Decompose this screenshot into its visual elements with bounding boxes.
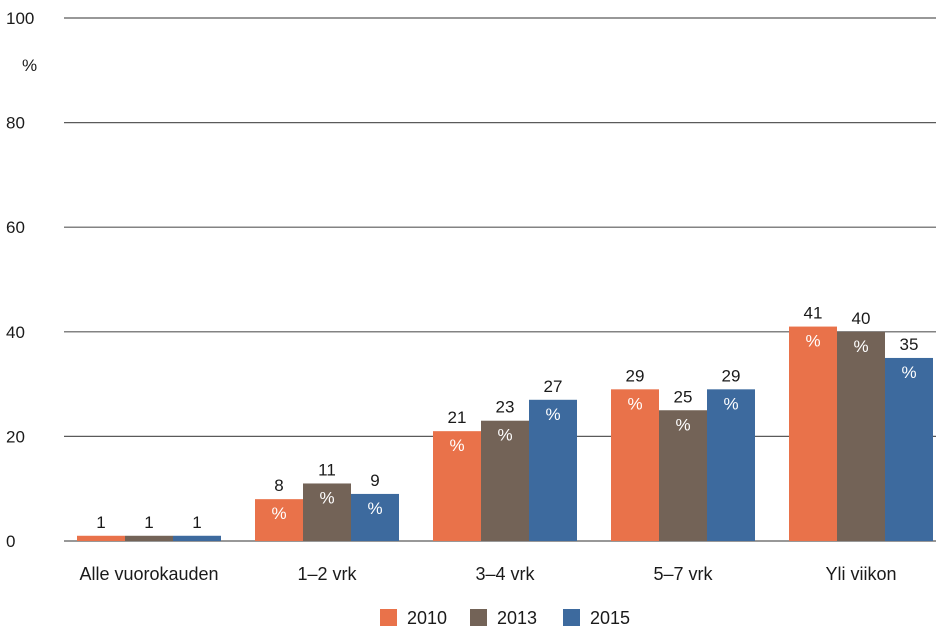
bar-percent-label: %	[271, 504, 286, 523]
bar-percent-label: %	[367, 499, 382, 518]
bar	[837, 331, 885, 541]
bar-value-label: 40	[852, 309, 871, 328]
bar	[481, 420, 529, 541]
y-tick-label: 20	[6, 427, 25, 446]
bar	[433, 431, 481, 541]
bar	[707, 389, 755, 541]
legend-label: 2010	[407, 608, 447, 628]
bar-value-label: 1	[192, 513, 201, 532]
bar-value-label: 8	[274, 476, 283, 495]
bar-value-label: 25	[674, 387, 693, 406]
bar-value-label: 11	[318, 460, 336, 479]
bar-value-label: 27	[544, 377, 563, 396]
bar	[659, 410, 707, 541]
bar-value-label: 29	[722, 366, 741, 385]
x-category-label: 5–7 vrk	[653, 564, 713, 584]
bar	[529, 399, 577, 541]
category-labels: Alle vuorokauden 1–2 vrk 3–4 vrk 5–7 vrk Yli…	[79, 564, 896, 584]
legend: 2010 2013 2015	[380, 608, 630, 628]
y-axis-unit: %	[22, 56, 37, 75]
bar-percent-label: %	[319, 488, 334, 507]
legend-label: 2015	[590, 608, 630, 628]
bar-percent-label: %	[545, 405, 560, 424]
bar-value-label: 1	[96, 513, 105, 532]
bar	[303, 483, 351, 541]
bar-percent-label: %	[449, 436, 464, 455]
bar-value-label: 1	[144, 513, 153, 532]
bar	[77, 535, 125, 541]
bar-value-label: 9	[370, 471, 379, 490]
bar	[885, 357, 933, 541]
legend-label: 2013	[497, 608, 537, 628]
x-category-label: Yli viikon	[825, 564, 896, 584]
legend-swatch	[563, 609, 580, 626]
bar-value-label: 35	[900, 335, 919, 354]
bar-percent-label: %	[723, 394, 738, 413]
bar-percent-label: %	[675, 415, 690, 434]
legend-swatch	[470, 609, 487, 626]
x-category-label: Alle vuorokauden	[79, 564, 218, 584]
bar-percent-label: %	[901, 363, 916, 382]
bars: 1 1 18%11%9%21%23%27%29% 25%29%41%40% 35%	[77, 304, 933, 541]
bar-percent-label: %	[497, 426, 512, 445]
bar-value-label: 23	[496, 398, 515, 417]
bar	[125, 535, 173, 541]
y-tick-label: 100	[6, 9, 34, 28]
bar-percent-label: %	[853, 337, 868, 356]
bar	[611, 389, 659, 541]
y-axis-ticks: 0 20 40 60 80 100	[6, 9, 34, 551]
y-tick-label: 40	[6, 323, 25, 342]
x-category-label: 3–4 vrk	[475, 564, 535, 584]
bar	[255, 499, 303, 541]
y-tick-label: 0	[6, 532, 15, 551]
bar-percent-label: %	[627, 394, 642, 413]
bar-value-label: 21	[448, 408, 467, 427]
bar	[173, 535, 221, 541]
y-tick-label: 60	[6, 218, 25, 237]
bar	[789, 326, 837, 541]
bar-value-label: 29	[626, 366, 645, 385]
bar-percent-label: %	[805, 332, 820, 351]
x-category-label: 1–2 vrk	[297, 564, 357, 584]
y-tick-label: 80	[6, 114, 25, 133]
bar-value-label: 41	[804, 304, 823, 323]
bar	[351, 493, 399, 541]
legend-swatch	[380, 609, 397, 626]
